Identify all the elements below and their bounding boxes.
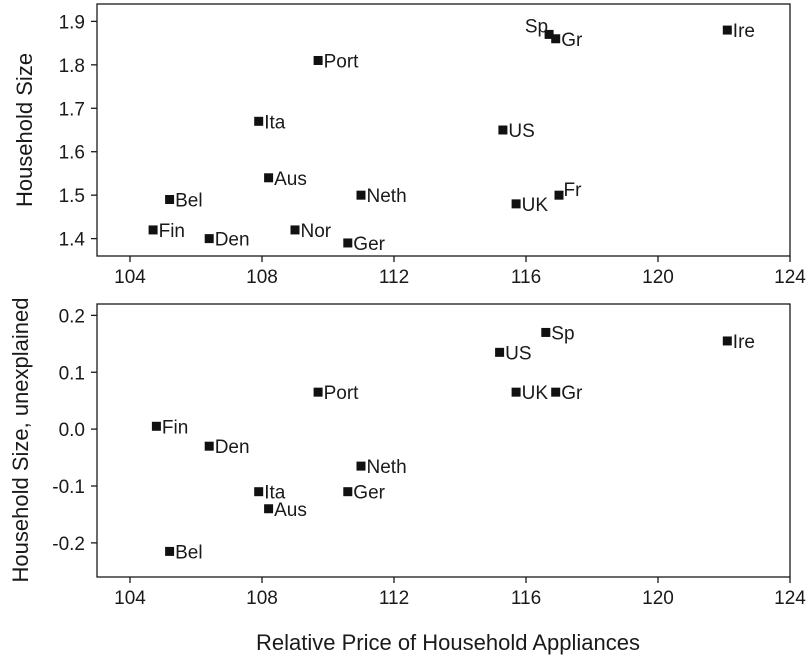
y-tick-label: 0.2 <box>59 306 85 327</box>
point-label-ger: Ger <box>353 234 385 255</box>
point-label-us: US <box>505 343 531 364</box>
point-label-fin: Fin <box>159 221 185 242</box>
point-label-ita: Ita <box>264 483 286 504</box>
data-point-nor <box>290 225 300 235</box>
data-point-ire <box>722 336 732 346</box>
point-label-neth: Neth <box>367 186 407 207</box>
plot-frame <box>96 303 791 578</box>
x-tick-label: 108 <box>246 588 278 609</box>
x-tick-label: 124 <box>774 267 806 288</box>
data-point-fin <box>148 225 158 235</box>
y-tick-label: 1.6 <box>59 143 85 164</box>
point-label-ire: Ire <box>733 21 755 42</box>
data-point-ger <box>343 238 353 248</box>
point-label-den: Den <box>215 437 250 458</box>
data-point-den <box>204 441 214 451</box>
data-point-gr <box>551 34 561 44</box>
point-label-aus: Aus <box>274 169 307 190</box>
point-label-ita: Ita <box>264 112 286 133</box>
y-tick-label: 1.9 <box>59 12 85 33</box>
y-tick-label: 0.1 <box>59 363 85 384</box>
y-tick-label: 1.4 <box>59 230 86 251</box>
y-tick-label: 1.7 <box>59 99 85 120</box>
x-tick-label: 108 <box>246 267 278 288</box>
point-label-port: Port <box>324 51 360 72</box>
x-tick-label: 104 <box>114 588 146 609</box>
data-point-ger <box>343 487 353 497</box>
data-point-fr <box>554 190 564 200</box>
y-tick-label: -0.1 <box>52 477 85 498</box>
data-point-us <box>495 347 505 357</box>
data-point-bel <box>165 195 175 205</box>
y-tick-label: 1.5 <box>59 186 85 207</box>
x-tick-label: 112 <box>379 588 409 609</box>
data-point-gr <box>551 387 561 397</box>
x-tick-label: 104 <box>114 267 146 288</box>
x-axis-title: Relative Price of Household Appliances <box>256 630 640 655</box>
x-tick-label: 120 <box>642 588 674 609</box>
x-tick-label: 116 <box>511 588 541 609</box>
y-tick-label: 1.8 <box>59 56 85 77</box>
point-label-port: Port <box>324 383 360 404</box>
data-point-us <box>498 125 508 135</box>
data-point-aus <box>264 173 274 183</box>
point-label-gr: Gr <box>561 30 583 51</box>
point-label-neth: Neth <box>367 457 407 478</box>
x-tick-label: 116 <box>511 267 541 288</box>
data-point-aus <box>264 504 274 514</box>
data-point-port <box>313 55 323 65</box>
data-point-port <box>313 387 323 397</box>
data-point-sp <box>541 327 551 337</box>
point-label-bel: Bel <box>175 191 202 212</box>
point-label-fr: Fr <box>564 180 583 201</box>
plot-frame <box>96 3 791 257</box>
chart-panel-1: 104 108 112 116 120 124 1.4 1.5 1.6 1.7 1.8 1.9 Hous… <box>12 3 806 288</box>
point-label-sp: Sp <box>525 16 548 37</box>
data-point-uk <box>511 199 521 209</box>
point-label-nor: Nor <box>301 221 332 242</box>
data-point-fin <box>151 421 161 431</box>
point-label-sp: Sp <box>551 323 574 344</box>
y-tick-label: -0.2 <box>52 534 85 555</box>
point-label-aus: Aus <box>274 500 307 521</box>
point-label-ger: Ger <box>353 483 385 504</box>
point-label-uk: UK <box>522 383 549 404</box>
data-point-bel <box>165 546 175 556</box>
point-label-uk: UK <box>522 195 549 216</box>
point-label-fin: Fin <box>162 417 188 438</box>
point-label-us: US <box>508 121 534 142</box>
data-point-neth <box>356 461 366 471</box>
x-tick-label: 120 <box>642 267 674 288</box>
point-label-gr: Gr <box>561 383 583 404</box>
point-label-bel: Bel <box>175 542 202 563</box>
point-label-ire: Ire <box>733 332 755 353</box>
data-point-ita <box>254 487 264 497</box>
data-point-neth <box>356 190 366 200</box>
data-point-uk <box>511 387 521 397</box>
x-tick-label: 112 <box>379 267 409 288</box>
y-axis-title: Household Size <box>12 53 37 207</box>
data-point-ire <box>722 25 732 35</box>
y-tick-label: 0.0 <box>59 420 85 441</box>
data-point-ita <box>254 116 264 126</box>
data-point-sp <box>544 29 554 39</box>
y-axis-title: Household Size, unexplained <box>8 298 33 583</box>
x-tick-label: 124 <box>774 588 806 609</box>
point-label-den: Den <box>215 230 250 251</box>
data-point-den <box>204 234 214 244</box>
chart-panel-2: 104 108 112 116 120 124 -0.2 -0.1 0.0 0.1 0.2 House… <box>8 298 806 655</box>
